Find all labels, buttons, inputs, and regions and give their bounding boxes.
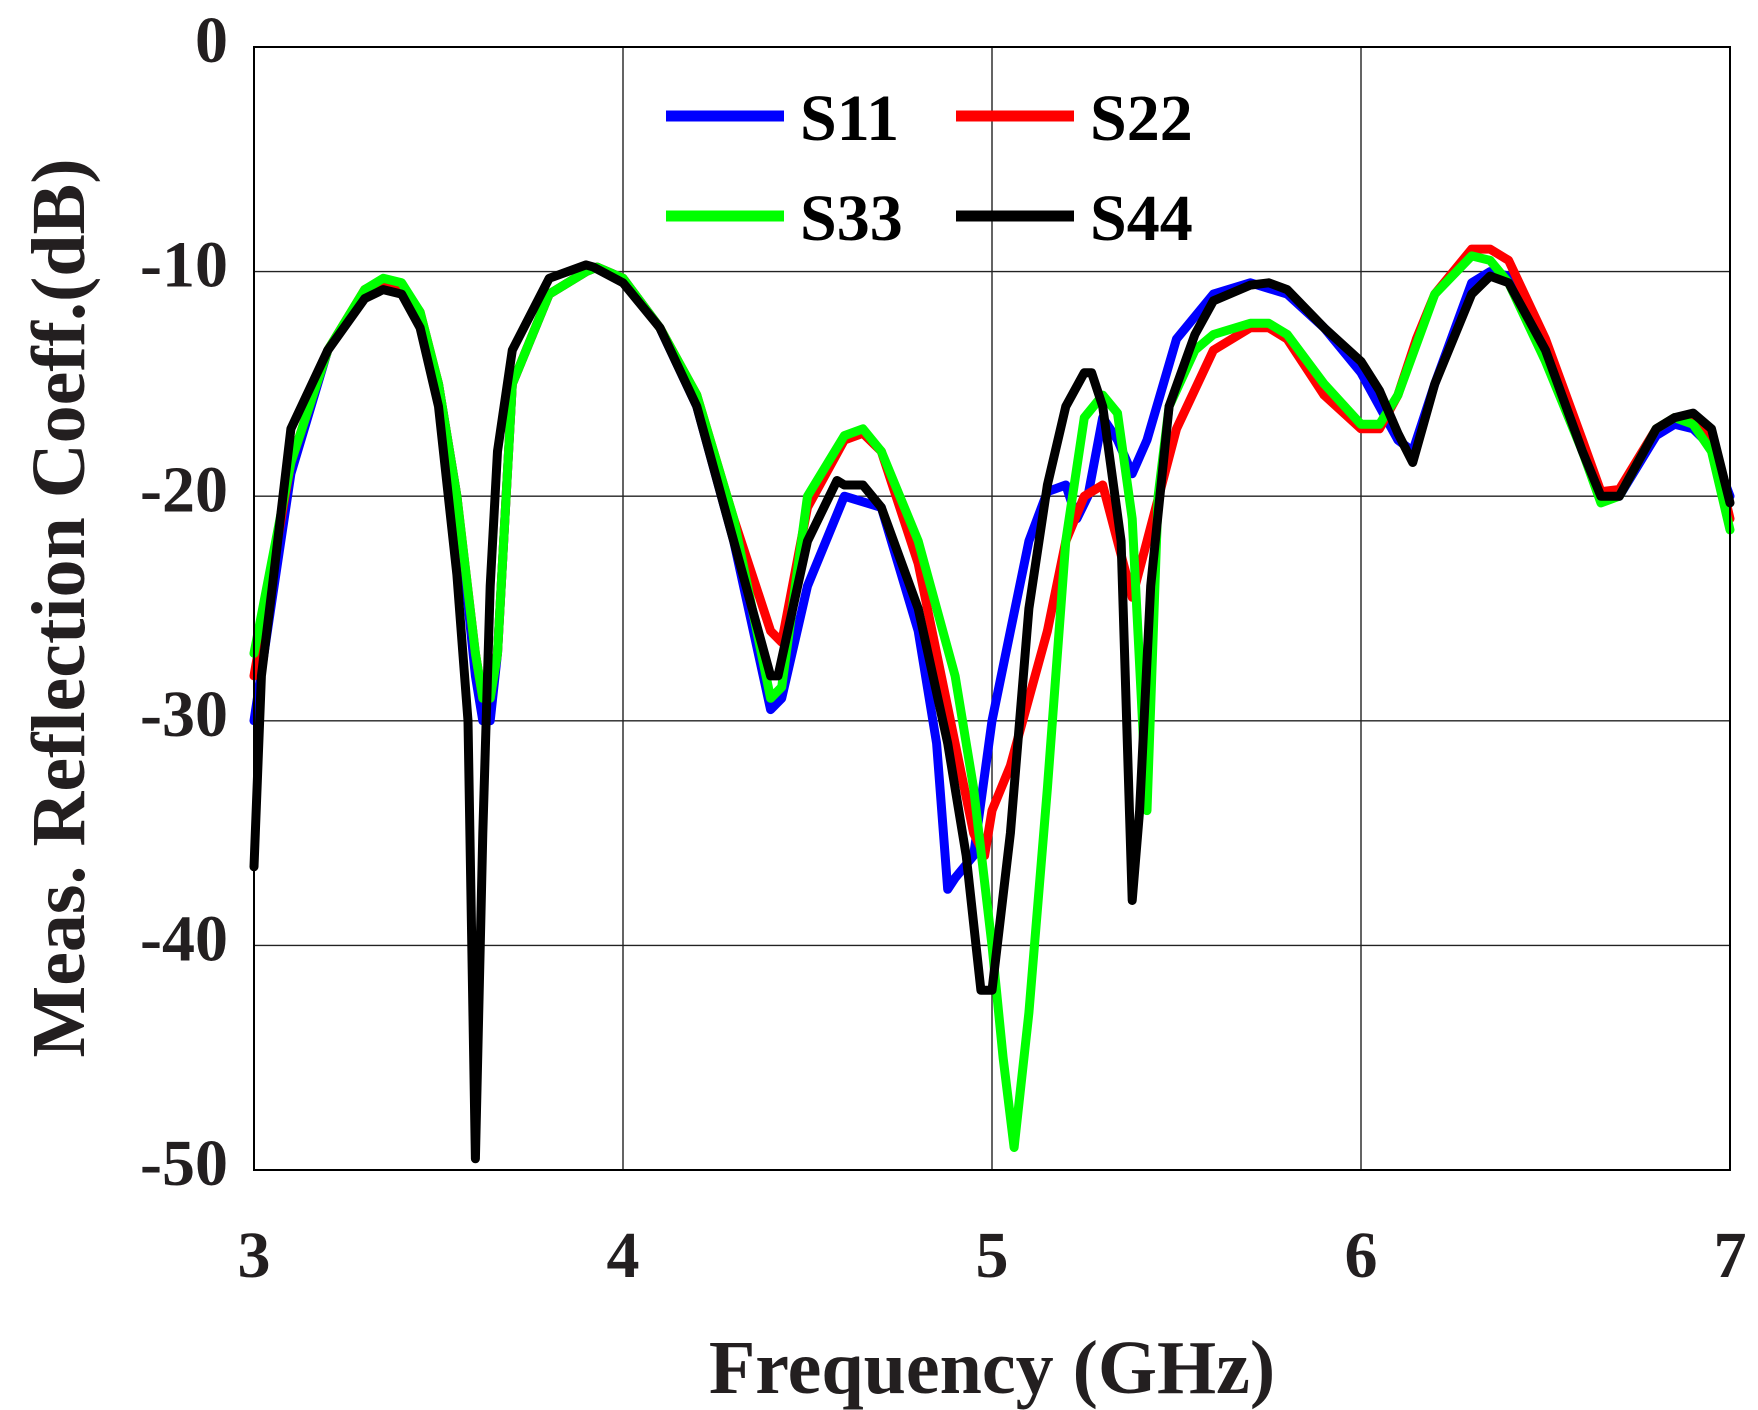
x-axis-title: Frequency (GHz) — [709, 1326, 1275, 1410]
x-tick-labels: 3 4 5 6 7 — [238, 1219, 1747, 1292]
legend-label-s11: S11 — [800, 82, 899, 155]
y-tick-label: 0 — [195, 4, 228, 77]
legend-label-s33: S33 — [800, 182, 903, 255]
x-tick-label: 4 — [607, 1219, 640, 1292]
series-line-s44 — [249, 260, 1735, 1164]
y-tick-labels: 0 -10 -20 -30 -40 -50 — [140, 4, 228, 1200]
x-tick-label: 3 — [238, 1219, 271, 1292]
y-tick-label: -30 — [140, 678, 228, 751]
y-axis-title: Meas. Reflection Coeff.(dB) — [17, 158, 101, 1057]
x-tick-label: 5 — [976, 1219, 1009, 1292]
x-tick-label: 6 — [1345, 1219, 1378, 1292]
legend-label-s44: S44 — [1090, 182, 1193, 255]
y-tick-label: -40 — [140, 903, 228, 976]
legend-label-s22: S22 — [1090, 82, 1193, 155]
y-tick-label: -10 — [140, 229, 228, 302]
series-lines — [249, 244, 1735, 1164]
y-tick-label: -50 — [140, 1127, 228, 1200]
x-tick-label: 7 — [1714, 1219, 1747, 1292]
plot-frame — [253, 46, 1731, 1171]
legend: S11 S22 S33 S44 — [666, 82, 1193, 255]
y-tick-label: -20 — [140, 453, 228, 526]
